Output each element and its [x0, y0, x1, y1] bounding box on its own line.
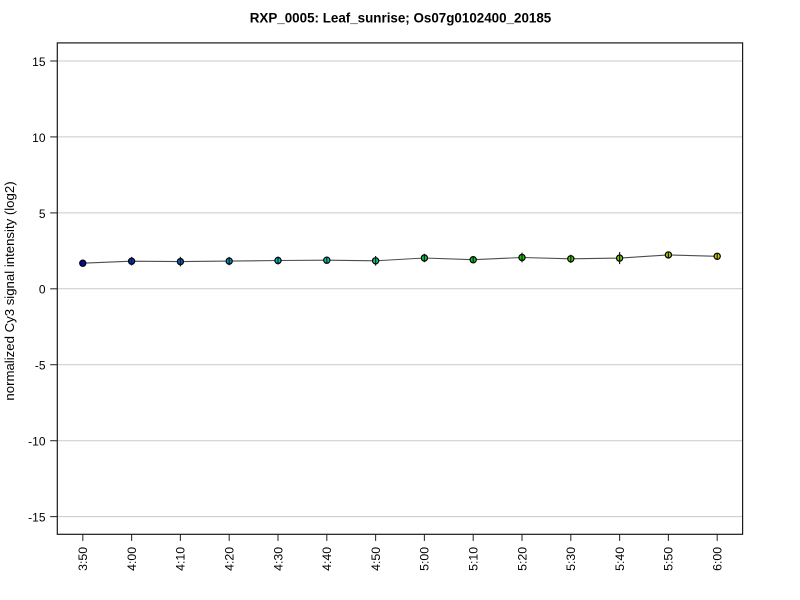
svg-text:4:00: 4:00 — [125, 547, 139, 571]
svg-text:0: 0 — [39, 283, 46, 297]
svg-text:6:00: 6:00 — [711, 547, 725, 571]
svg-text:RXP_0005: Leaf_sunrise; Os07g0: RXP_0005: Leaf_sunrise; Os07g0102400_201… — [250, 11, 552, 26]
svg-text:4:20: 4:20 — [223, 547, 237, 571]
svg-text:5:10: 5:10 — [467, 547, 481, 571]
svg-text:3:50: 3:50 — [76, 547, 90, 571]
svg-text:5:40: 5:40 — [613, 547, 627, 571]
svg-text:-15: -15 — [28, 511, 46, 525]
svg-text:-10: -10 — [28, 435, 46, 449]
svg-text:4:30: 4:30 — [271, 547, 285, 571]
svg-text:-5: -5 — [35, 359, 46, 373]
svg-text:10: 10 — [32, 131, 46, 145]
svg-text:15: 15 — [32, 55, 46, 69]
svg-text:4:40: 4:40 — [320, 547, 334, 571]
svg-text:5:00: 5:00 — [418, 547, 432, 571]
svg-text:5: 5 — [39, 207, 46, 221]
svg-text:5:50: 5:50 — [662, 547, 676, 571]
svg-text:4:10: 4:10 — [174, 547, 188, 571]
svg-text:4:50: 4:50 — [369, 547, 383, 571]
svg-text:5:30: 5:30 — [564, 547, 578, 571]
svg-text:5:20: 5:20 — [515, 547, 529, 571]
svg-text:normalized Cy3 signal intensit: normalized Cy3 signal intensity (log2) — [2, 181, 17, 400]
